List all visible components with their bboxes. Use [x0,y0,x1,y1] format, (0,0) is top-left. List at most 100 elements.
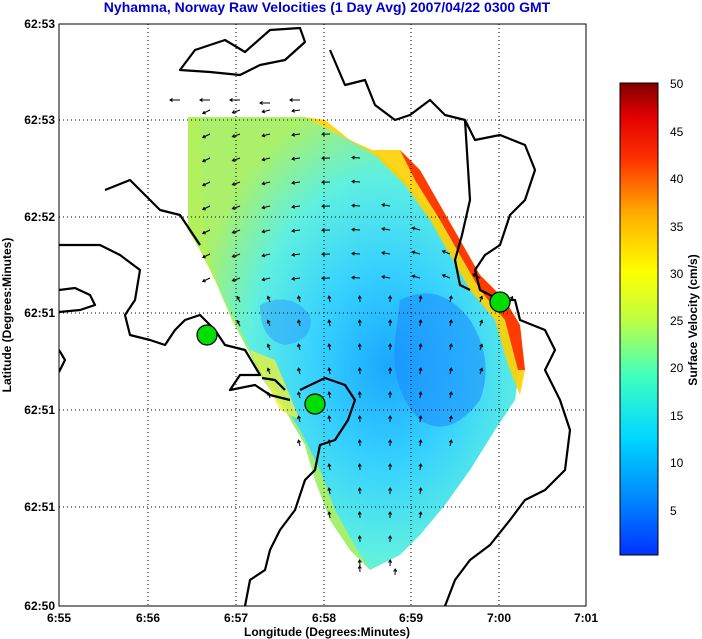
velocity-arrow-head [261,133,266,138]
velocity-arrow [232,109,241,114]
velocity-arrow-head [418,415,423,419]
station-west-marker[interactable] [196,324,218,346]
velocity-arrow-head [388,487,393,491]
velocity-arrow-head [418,463,423,467]
velocity-arrow [449,416,452,423]
colorbar-label: Surface Velocity (cm/s) [686,254,700,385]
velocity-arrow-head [289,97,293,103]
velocity-arrow [297,320,301,327]
velocity-arrow-head [388,511,393,515]
velocity-arrow [232,181,241,186]
coastline [59,26,572,606]
velocity-arrow-head [291,180,296,185]
velocity-arrow-head [291,156,296,161]
velocity-arrow-head [388,415,393,419]
velocity-arrow-head [357,487,362,491]
yellow-southwest [250,350,300,420]
velocity-arrow [328,488,331,495]
velocity-arrow-head [321,276,325,281]
velocity-arrow-head [297,319,301,324]
colorbar-tick: 10 [670,456,684,470]
velocity-arrow [328,368,331,375]
velocity-arrow-head [357,565,362,569]
velocity-arrow [236,296,241,303]
velocity-arrow [419,463,422,471]
velocity-arrow-head [357,319,362,323]
velocity-arrow-head [357,367,362,371]
velocity-arrow-head [297,343,301,348]
velocity-arrow-head [201,230,206,235]
velocity-arrow-head [327,439,332,444]
velocity-arrow [479,368,483,375]
velocity-arrow [297,296,301,303]
velocity-arrow-head [231,158,236,162]
velocity-arrow-head [357,511,362,515]
velocity-arrow-head [261,253,266,258]
velocity-arrow [202,181,211,186]
velocity-arrow [412,251,421,255]
velocity-arrow [479,320,483,327]
velocity-arrow [232,133,241,138]
velocity-arrow [262,157,271,161]
velocity-arrow [328,440,331,447]
colorbar-tick: 40 [670,172,684,186]
velocity-arrow-head [297,391,301,396]
velocity-arrow [412,275,421,279]
velocity-arrow-head [418,439,423,443]
velocity-arrow-head [448,343,453,348]
velocity-arrow-head [297,439,301,444]
velocity-arrow-head [441,273,446,278]
velocity-arrow [232,229,241,234]
velocity-arrow [292,229,301,232]
velocity-arrow-head [261,205,266,210]
velocity-arrow-head [418,319,423,323]
velocity-arrow [479,296,483,303]
y-tick: 62:51 [24,500,55,514]
velocity-arrow-head [327,487,332,492]
velocity-arrow-head [259,100,263,106]
velocity-arrow-head [351,179,355,184]
velocity-arrow [449,320,452,327]
velocity-arrow [328,320,331,327]
velocity-arrow [232,157,241,162]
velocity-arrow [202,229,211,234]
colorbar: 5 10 15 20 25 30 35 40 45 50 Surface Vel… [619,77,700,556]
velocity-arrow-head [327,415,332,420]
velocity-arrow-head [327,367,332,372]
velocity-arrow [449,440,452,447]
velocity-arrow [449,344,452,351]
velocity-arrow-head [357,439,362,443]
velocity-arrow-head [201,206,206,211]
station-south-marker[interactable] [304,393,326,415]
velocity-arrow [419,367,422,375]
velocity-arrow [202,109,211,114]
y-tick: 62:50 [24,599,55,613]
velocity-arrow-head [321,252,325,257]
velocity-arrow-head [199,97,203,103]
velocity-arrow [442,250,451,255]
velocity-arrow-head [418,487,423,491]
velocity-arrow-head [351,227,355,232]
x-tick: 6:59 [399,611,423,625]
velocity-arrow [262,181,271,185]
velocity-arrow-head [448,367,453,372]
y-tick: 62:53 [24,17,55,31]
velocity-arrow-head [448,319,453,324]
velocity-arrow-head [231,206,236,210]
y-tick: 62:52 [24,210,55,224]
velocity-arrow-head [201,134,206,139]
station-east-marker[interactable] [489,291,511,313]
velocity-arrow-head [357,559,362,563]
velocity-arrow-head [321,228,325,233]
velocity-arrow-head [201,254,206,259]
velocity-arrow-head [327,463,332,468]
y-axis: 62:50 62:51 62:51 62:51 62:52 62:53 62:5… [0,17,55,613]
velocity-arrow-head [357,535,362,539]
velocity-arrow-head [231,278,236,282]
velocity-arrow-head [201,110,206,115]
velocity-arrow-head [266,343,271,348]
velocity-arrow-head [231,254,236,258]
velocity-arrow-head [291,132,296,137]
colorbar-tick: 45 [670,125,684,139]
velocity-arrow [419,415,422,423]
